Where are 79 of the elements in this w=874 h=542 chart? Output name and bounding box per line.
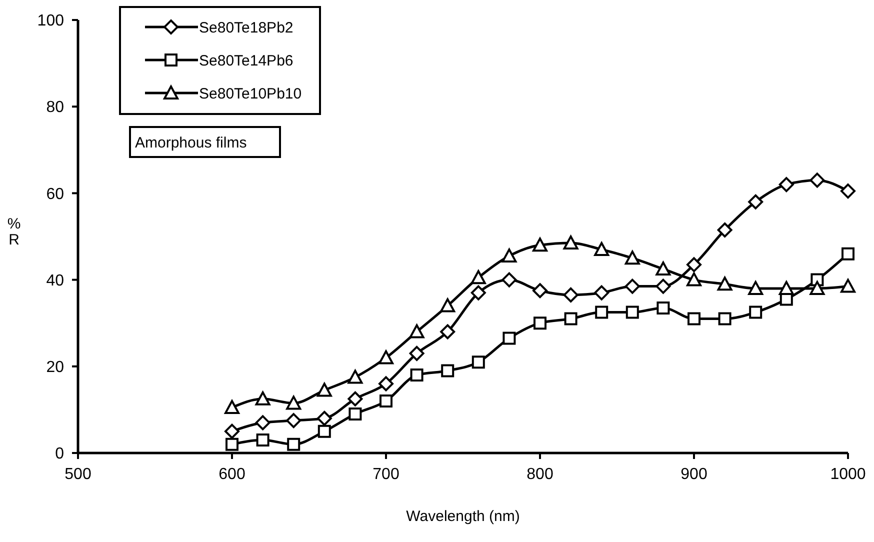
point bbox=[316, 410, 332, 426]
point bbox=[409, 324, 424, 338]
point bbox=[502, 332, 516, 345]
point bbox=[624, 278, 640, 294]
point bbox=[688, 312, 700, 326]
point bbox=[840, 184, 856, 199]
legend-label: Se80Te14Pb6 bbox=[199, 52, 294, 70]
y-tick-label: 60 bbox=[46, 186, 64, 203]
point bbox=[470, 270, 486, 284]
point bbox=[318, 424, 331, 438]
point bbox=[718, 312, 732, 326]
point bbox=[594, 242, 610, 256]
point bbox=[748, 280, 764, 295]
point bbox=[316, 382, 332, 397]
point bbox=[286, 396, 302, 410]
y-tick-label: 80 bbox=[46, 99, 64, 116]
point bbox=[626, 306, 639, 319]
point bbox=[717, 276, 732, 291]
point bbox=[656, 301, 670, 314]
point bbox=[778, 177, 794, 192]
point bbox=[348, 391, 363, 406]
point bbox=[255, 391, 270, 406]
point bbox=[378, 376, 394, 392]
point bbox=[595, 306, 608, 319]
point bbox=[686, 257, 702, 272]
point bbox=[378, 350, 394, 364]
point bbox=[224, 400, 240, 414]
x-tick-label: 800 bbox=[526, 466, 554, 483]
point bbox=[534, 316, 546, 330]
legend-label: Se80Te10Pb10 bbox=[199, 85, 302, 102]
point bbox=[810, 172, 825, 188]
point bbox=[255, 415, 270, 430]
point bbox=[440, 324, 456, 340]
y-tick-label: 0 bbox=[55, 446, 64, 463]
point bbox=[778, 280, 794, 295]
point bbox=[224, 424, 240, 439]
point bbox=[440, 298, 456, 312]
x-axis-title: Wavelength (nm) bbox=[406, 508, 520, 525]
point bbox=[594, 285, 610, 300]
legend-label: Se80Te18Pb2 bbox=[199, 19, 294, 36]
x-tick-label: 700 bbox=[372, 466, 400, 483]
point bbox=[472, 356, 485, 369]
point bbox=[840, 278, 856, 293]
point bbox=[842, 247, 854, 260]
x-tick-label: 900 bbox=[680, 466, 708, 483]
y-tick-label: 40 bbox=[46, 272, 64, 290]
point bbox=[256, 434, 270, 447]
y-tick-label: 20 bbox=[46, 359, 64, 376]
point bbox=[286, 413, 302, 428]
y-axis-title: % R bbox=[7, 216, 21, 248]
point bbox=[410, 368, 424, 382]
point bbox=[380, 394, 392, 408]
y-tick-label: 100 bbox=[37, 12, 64, 30]
point bbox=[502, 248, 517, 262]
point bbox=[348, 370, 363, 384]
point bbox=[810, 280, 825, 295]
point bbox=[717, 222, 732, 238]
point bbox=[470, 285, 486, 300]
point bbox=[748, 194, 764, 210]
point bbox=[409, 346, 424, 361]
point bbox=[563, 287, 578, 302]
x-tick-label: 600 bbox=[218, 466, 246, 483]
point bbox=[656, 261, 671, 276]
point bbox=[287, 438, 300, 451]
x-tick-label: 1000 bbox=[830, 466, 866, 483]
point bbox=[686, 272, 702, 286]
point bbox=[564, 312, 578, 326]
point bbox=[441, 364, 454, 378]
point bbox=[624, 250, 640, 265]
point bbox=[656, 278, 671, 294]
point bbox=[532, 283, 548, 298]
point bbox=[749, 306, 762, 319]
annotation: Amorphous films bbox=[135, 134, 247, 152]
point bbox=[502, 272, 517, 288]
point bbox=[226, 438, 238, 451]
point bbox=[563, 235, 578, 250]
point bbox=[348, 408, 362, 421]
x-tick-label: 500 bbox=[64, 466, 92, 483]
point bbox=[532, 238, 548, 252]
